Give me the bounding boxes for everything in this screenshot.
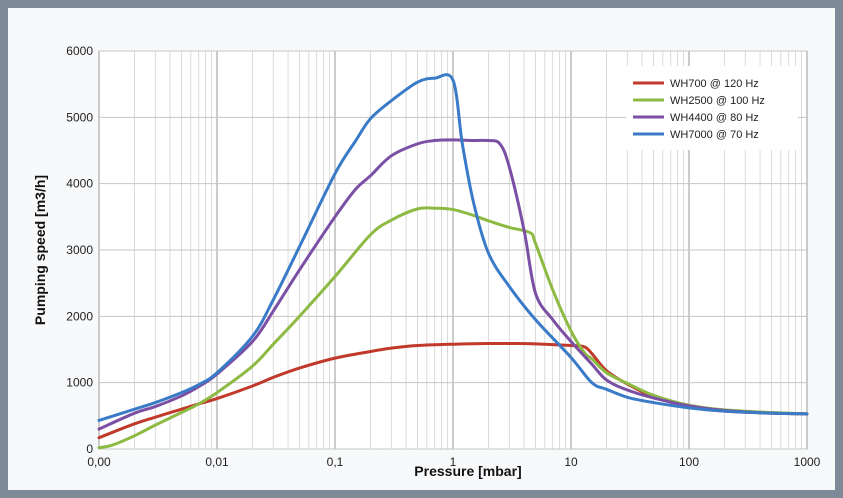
x-axis-title: Pressure [mbar] (414, 463, 521, 479)
legend-box (626, 66, 798, 150)
y-tick-label: 5000 (66, 110, 93, 124)
x-tick-label: 0,1 (327, 455, 344, 469)
y-tick-label: 6000 (66, 44, 93, 58)
tick-labels: 0 1000 2000 3000 4000 5000 6000 0,00 0,01 0,1 1 10 1… (66, 44, 820, 469)
y-tick-label: 2000 (66, 309, 93, 323)
pumping-speed-chart: 0 1000 2000 3000 4000 5000 6000 0,00 0,01 0,1 1 10 1… (32, 44, 821, 479)
legend-entry: WH7000 @ 70 Hz (670, 129, 759, 141)
y-axis-title: Pumping speed [m3/h] (32, 175, 48, 325)
x-tick-label: 0,01 (205, 455, 229, 469)
x-tick-label: 100 (679, 455, 699, 469)
series-lines (97, 73, 809, 450)
x-tick-label: 1 (450, 455, 457, 469)
legend: WH700 @ 120 Hz WH2500 @ 100 Hz WH4400 @ 80… (626, 66, 798, 150)
x-tick-label: 0,00 (87, 455, 111, 469)
series-line-2 (97, 206, 809, 450)
x-tick-label: 10 (564, 455, 578, 469)
legend-entry: WH700 @ 120 Hz (670, 78, 759, 90)
y-tick-label: 3000 (66, 243, 93, 257)
y-tick-label: 4000 (66, 177, 93, 191)
legend-entry: WH4400 @ 80 Hz (670, 112, 759, 124)
y-tick-label: 0 (86, 442, 93, 456)
legend-entry: WH2500 @ 100 Hz (670, 95, 765, 107)
series-line-4 (97, 73, 809, 422)
y-tick-label: 1000 (66, 376, 93, 390)
x-tick-label: 1000 (794, 455, 821, 469)
